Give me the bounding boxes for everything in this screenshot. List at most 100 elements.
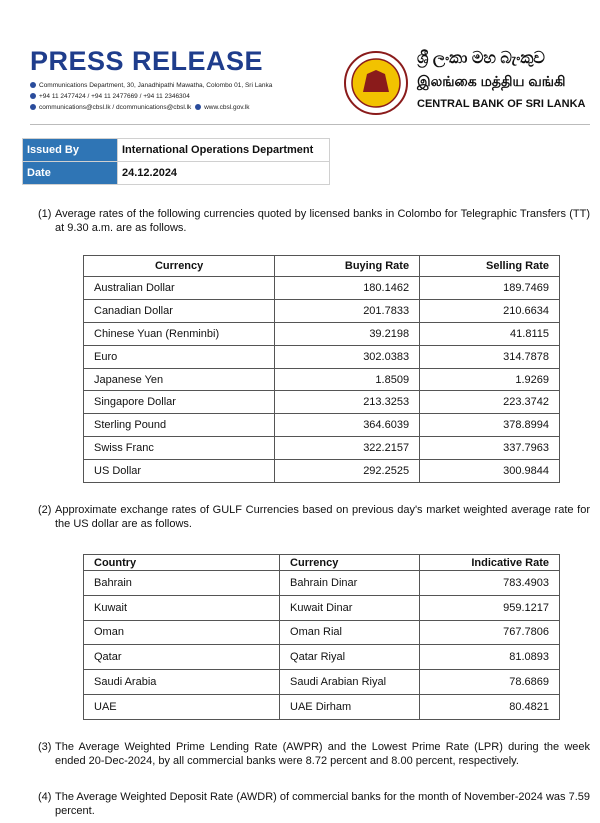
info-row: Issued By International Operations Depart… (22, 138, 330, 162)
header-row: Currency Buying Rate Selling Rate (82, 255, 560, 277)
rates-table: Currency Buying Rate Selling Rate Australia… (82, 255, 560, 484)
table-cell: 959.1217 (418, 594, 561, 621)
logo-emblem (363, 70, 389, 92)
table-cell: 322.2157 (274, 436, 421, 461)
table-cell: UAE Dirham (279, 693, 420, 720)
table-cell: US Dollar (82, 459, 276, 484)
logo (344, 51, 408, 115)
info-value: 24.12.2024 (117, 161, 330, 185)
icon (30, 93, 36, 100)
header-cell: Currency (279, 554, 420, 571)
paragraph-number: (2) (38, 504, 52, 516)
table-cell: 1.9269 (419, 367, 560, 392)
table-row: Swiss Franc 322.2157 337.7963 (82, 436, 560, 461)
emails-text: communications@cbsl.lk / dcommunications… (39, 104, 192, 111)
table-cell: Canadian Dollar (82, 298, 276, 323)
table-row: Singapore Dollar 213.3253 223.3742 (82, 390, 560, 415)
table-cell: 1.8509 (274, 367, 421, 392)
table-cell: 364.6039 (274, 413, 421, 438)
table-cell: 783.4903 (418, 570, 561, 596)
table-cell: 189.7469 (419, 276, 560, 300)
table-cell: Qatar Riyal (279, 644, 420, 671)
paragraph-text: Average rates of the following currencie… (55, 208, 590, 234)
table-cell: 80.4821 (418, 693, 561, 720)
table-cell: 213.3253 (274, 390, 421, 415)
table-cell: 378.8994 (419, 413, 560, 438)
table-cell: 300.9844 (419, 459, 560, 484)
header-cell: Buying Rate (274, 255, 421, 277)
table-row: Oman Oman Rial 767.7806 (82, 619, 561, 646)
paragraph: (1) Average rates of the following curren… (38, 207, 590, 235)
info-key: Date (22, 161, 118, 185)
header-row: Country Currency Indicative Rate (82, 554, 561, 571)
info-value: International Operations Department (117, 138, 330, 162)
table-row: Bahrain Bahrain Dinar 783.4903 (82, 570, 561, 596)
table-cell: 81.0893 (418, 644, 561, 671)
table-cell: Saudi Arabia (82, 669, 281, 695)
table-row: Japanese Yen 1.8509 1.9269 (82, 367, 560, 392)
table-cell: Bahrain (82, 570, 281, 596)
address: Communications Department, 30, Janadhipa… (30, 82, 272, 89)
paragraph: (3) The Average Weighted Prime Lending Ra… (38, 740, 590, 768)
paragraph: (2) Approximate exchange rates of GULF Cu… (38, 503, 590, 531)
paragraph-number: (4) (38, 791, 52, 803)
address-text: Communications Department, 30, Janadhipa… (39, 82, 273, 89)
table-cell: 767.7806 (418, 619, 561, 646)
table-row: Saudi Arabia Saudi Arabian Riyal 78.6869 (82, 669, 561, 695)
phones: +94 11 2477424 / +94 11 2477669 / +94 11… (30, 93, 190, 100)
paragraph-number: (1) (38, 208, 52, 220)
table-cell: 337.7963 (419, 436, 560, 461)
website: www.cbsl.gov.lk (204, 104, 250, 111)
divider (30, 124, 590, 125)
table-row: Canadian Dollar 201.7833 210.6634 (82, 298, 560, 323)
table-cell: Oman (82, 619, 281, 646)
gulf-table: Country Currency Indicative Rate Bahrain Bah… (82, 554, 561, 720)
table-row: Euro 302.0383 314.7878 (82, 344, 560, 369)
table-cell: Japanese Yen (82, 367, 276, 392)
title: PRESS RELEASE (30, 46, 264, 76)
table-cell: Kuwait Dinar (279, 594, 420, 621)
name-tamil: இலங்கை மத்திய வங்கி (417, 73, 566, 89)
name-english: CENTRAL BANK OF SRI LANKA (417, 98, 586, 110)
table-cell: 78.6869 (418, 669, 561, 695)
table-row: Australian Dollar 180.1462 189.7469 (82, 276, 560, 300)
table-cell: 41.8115 (419, 321, 560, 346)
paragraph-text: Approximate exchange rates of GULF Curre… (55, 504, 590, 530)
table-cell: 223.3742 (419, 390, 560, 415)
table-cell: Bahrain Dinar (279, 570, 420, 596)
table-cell: Qatar (82, 644, 281, 671)
table-row: Chinese Yuan (Renminbi) 39.2198 41.8115 (82, 321, 560, 346)
table-cell: Australian Dollar (82, 276, 276, 300)
paragraph-number: (3) (38, 741, 52, 753)
icon (30, 104, 36, 111)
info-table: Issued By International Operations Depart… (22, 138, 330, 185)
table-cell: Singapore Dollar (82, 390, 276, 415)
table-cell: Euro (82, 344, 276, 369)
table-row: Qatar Qatar Riyal 81.0893 (82, 644, 561, 671)
table-cell: 302.0383 (274, 344, 421, 369)
table-cell: 292.2525 (274, 459, 421, 484)
table-cell: Swiss Franc (82, 436, 276, 461)
table-cell: Sterling Pound (82, 413, 276, 438)
header-cell: Currency (82, 255, 276, 277)
paragraph-text: The Average Weighted Prime Lending Rate … (55, 741, 590, 767)
name-sinhala: ශ්‍රී ලංකා මහ බැංකුව (417, 50, 545, 67)
table-cell: 314.7878 (419, 344, 560, 369)
table-cell: 201.7833 (274, 298, 421, 323)
info-key: Issued By (22, 138, 118, 162)
icon (30, 82, 36, 89)
emails: communications@cbsl.lk / dcommunications… (30, 104, 250, 111)
paragraph: (4) The Average Weighted Deposit Rate (AW… (38, 790, 590, 818)
table-cell: Chinese Yuan (Renminbi) (82, 321, 276, 346)
header-cell: Indicative Rate (418, 554, 561, 571)
table-row: Kuwait Kuwait Dinar 959.1217 (82, 594, 561, 621)
table-cell: 210.6634 (419, 298, 560, 323)
header-cell: Selling Rate (419, 255, 560, 277)
info-row: Date 24.12.2024 (22, 161, 330, 185)
table-cell: Saudi Arabian Riyal (279, 669, 420, 695)
table-cell: Kuwait (82, 594, 281, 621)
table-cell: Oman Rial (279, 619, 420, 646)
table-cell: UAE (82, 693, 281, 720)
table-row: US Dollar 292.2525 300.9844 (82, 459, 560, 484)
table-row: Sterling Pound 364.6039 378.8994 (82, 413, 560, 438)
